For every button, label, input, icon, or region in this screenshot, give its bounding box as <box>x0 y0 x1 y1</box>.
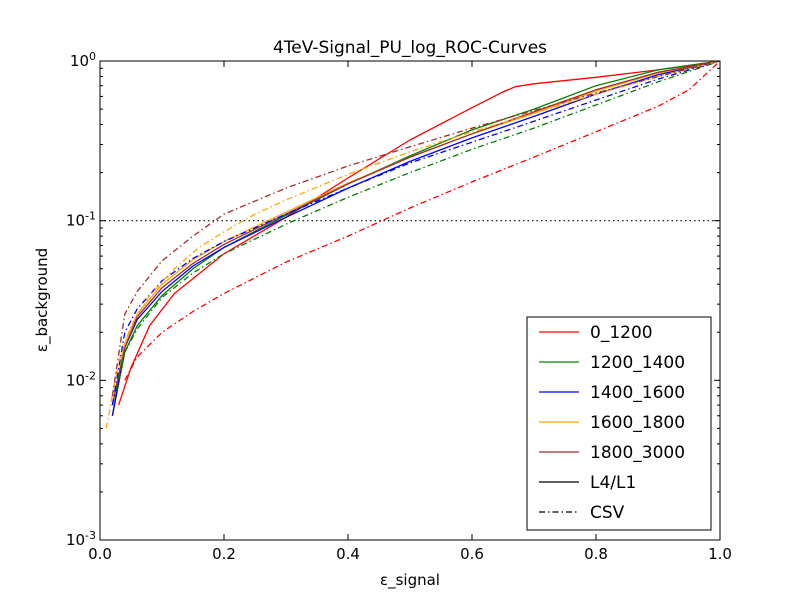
legend-label-3: 1600_1800 <box>590 413 685 433</box>
axes: 0.0 0.2 0.4 0.6 0.8 1.0 10-3 10-2 10-1 100 <box>66 50 732 563</box>
series-line-6 <box>111 61 720 406</box>
legend: 0_1200 1200_1400 1400_1600 1600_1800 1800_30… <box>526 316 712 531</box>
x-tick-label: 0.0 <box>88 545 112 563</box>
legend-label-5: L4/L1 <box>590 473 636 493</box>
chart-title: 4TeV-Signal_PU_log_ROC-Curves <box>273 38 547 58</box>
y-axis-label: ε_background <box>33 248 52 352</box>
legend-label-6: CSV <box>590 503 625 523</box>
x-tick-label: 0.4 <box>336 545 360 563</box>
y-tick-label: 100 <box>70 50 96 70</box>
legend-label-4: 1800_3000 <box>590 443 685 463</box>
legend-box <box>526 316 712 531</box>
legend-label-0: 0_1200 <box>590 323 653 343</box>
series-line-5 <box>124 61 720 381</box>
series-group <box>105 61 720 429</box>
series-line-8 <box>105 61 720 429</box>
y-tick-label: 10-2 <box>66 369 96 389</box>
x-tick-label: 0.2 <box>212 545 236 563</box>
y-tick-label: 10-1 <box>66 210 96 230</box>
series-line-0 <box>117 61 720 406</box>
legend-label-1: 1200_1400 <box>590 353 685 373</box>
plot-frame <box>99 60 721 541</box>
series-line-7 <box>111 61 720 406</box>
series-line-4 <box>111 61 720 406</box>
y-tick-label: 10-3 <box>66 529 96 549</box>
series-line-9 <box>111 61 720 396</box>
x-tick-label: 0.8 <box>584 545 608 563</box>
plot-area <box>100 61 720 429</box>
x-tick-label: 1.0 <box>708 545 732 563</box>
x-axis-label: ε_signal <box>380 571 440 590</box>
legend-label-2: 1400_1600 <box>590 383 685 403</box>
x-tick-label: 0.6 <box>460 545 484 563</box>
